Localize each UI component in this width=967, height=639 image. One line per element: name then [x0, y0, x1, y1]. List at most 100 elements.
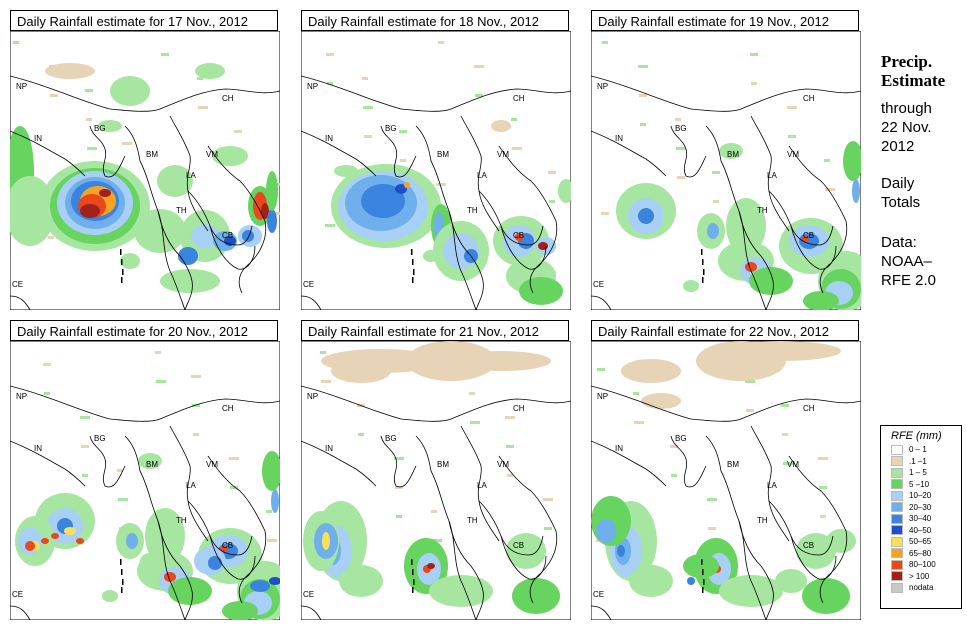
country-label-bm: BM	[727, 150, 739, 159]
country-label-np: NP	[307, 82, 318, 91]
country-border	[187, 500, 253, 556]
country-border	[750, 115, 790, 232]
rain-speckle	[321, 380, 331, 383]
rain-cell	[515, 233, 523, 241]
rain-cell	[451, 351, 551, 371]
country-border	[207, 145, 267, 294]
rain-cell	[242, 230, 254, 242]
legend-label: nodata	[909, 583, 934, 593]
data-source: Data: NOAA– RFE 2.0	[881, 233, 965, 290]
rain-speckle	[156, 380, 166, 383]
country-border	[380, 125, 417, 178]
rain-speckle	[469, 392, 475, 395]
rain-speckle	[399, 130, 407, 133]
rain-speckle	[80, 416, 90, 419]
rain-cell	[826, 529, 856, 553]
rain-speckle	[671, 474, 677, 477]
country-label-cb: CB	[513, 541, 524, 550]
rain-speckle	[13, 41, 19, 44]
country-border	[157, 520, 193, 620]
map-canvas: NP CH IN BG BM VM LA TH CB CE	[301, 31, 571, 310]
rain-cell	[538, 242, 548, 250]
rain-speckle	[229, 457, 239, 460]
rain-speckle	[470, 421, 480, 424]
rain-cell	[707, 223, 719, 239]
rain-cell	[726, 198, 766, 254]
rain-cell	[157, 165, 193, 197]
rain-cell	[339, 565, 383, 597]
country-label-bg: BG	[385, 124, 397, 133]
rain-cell	[208, 556, 222, 570]
date-line: through	[881, 100, 932, 117]
rain-cell	[145, 508, 185, 564]
legend-swatch	[891, 502, 903, 513]
legend-title: RFE (mm)	[891, 430, 942, 442]
map-background	[10, 31, 280, 310]
rainfall-map: NP CH IN BG BM VM LA TH CB CE	[591, 31, 861, 310]
island-outline	[413, 269, 415, 275]
date-line: 2012	[881, 138, 915, 155]
rain-speckle	[713, 200, 719, 203]
rain-cell	[491, 120, 511, 132]
country-label-la: LA	[767, 481, 777, 490]
country-border	[498, 145, 558, 294]
rain-cell	[513, 550, 529, 562]
legend-item: 20–30	[891, 502, 961, 514]
rain-cell	[98, 120, 122, 132]
rain-cell	[512, 578, 560, 614]
country-label-th: TH	[176, 206, 187, 215]
island-outline	[121, 277, 123, 283]
country-label-bm: BM	[146, 460, 158, 469]
legend-item: 80–100	[891, 559, 961, 571]
island-outline	[120, 559, 122, 565]
rain-speckle	[82, 474, 88, 477]
rain-speckle	[394, 457, 404, 460]
map-panel-nov22: Daily Rainfall estimate for 22 Nov., 201…	[591, 320, 861, 620]
legend-swatch	[891, 536, 903, 547]
rain-cell	[76, 538, 84, 544]
legend-label: 65–80	[909, 548, 932, 558]
rain-cell	[178, 247, 198, 265]
legend-swatch	[891, 582, 903, 593]
map-panel-nov21: Daily Rainfall estimate for 21 Nov., 201…	[301, 320, 571, 620]
country-label-ch: CH	[222, 94, 234, 103]
country-label-ce: CE	[303, 280, 314, 289]
panel-title: Daily Rainfall estimate for 22 Nov., 201…	[591, 320, 859, 341]
island-outline	[701, 249, 703, 255]
legend-item: 50–65	[891, 536, 961, 548]
map-panel-nov19: Daily Rainfall estimate for 19 Nov., 201…	[591, 10, 861, 310]
map-panel-nov18: Daily Rainfall estimate for 18 Nov., 201…	[301, 10, 571, 310]
panel-title: Daily Rainfall estimate for 18 Nov., 201…	[301, 10, 569, 31]
island-outline	[121, 569, 123, 575]
country-border	[460, 425, 500, 542]
rain-cell	[168, 577, 212, 605]
country-label-np: NP	[307, 392, 318, 401]
rain-speckle	[326, 53, 334, 56]
heading-line: Precip.	[881, 52, 933, 71]
country-label-np: NP	[16, 392, 27, 401]
country-border	[591, 75, 861, 112]
rain-speckle	[432, 539, 442, 542]
country-label-vm: VM	[497, 460, 509, 469]
map-canvas: NP CH IN BG BM VM LA TH CB CE	[10, 31, 280, 310]
legend-label: 0 – 1	[909, 445, 927, 455]
map-canvas: NP CH IN BG BM VM LA TH CB CE	[591, 341, 861, 620]
island-outline	[122, 269, 124, 275]
rain-cell	[629, 565, 673, 597]
rain-cell	[334, 165, 358, 177]
legend-swatch	[891, 456, 903, 467]
rain-cell	[617, 545, 625, 557]
rain-cell	[361, 184, 405, 218]
rain-speckle	[638, 65, 648, 68]
rain-speckle	[118, 498, 128, 501]
rain-speckle	[544, 527, 552, 530]
rain-speckle	[272, 212, 280, 215]
country-border	[591, 440, 667, 487]
rain-speckle	[708, 527, 716, 530]
rain-speckle	[782, 433, 788, 436]
rain-cell	[683, 280, 699, 292]
rainfall-map: NP CH IN BG BM VM LA TH CB CE	[301, 31, 571, 310]
rain-cell	[51, 533, 59, 539]
island-outline	[120, 249, 122, 255]
country-border	[10, 440, 86, 487]
